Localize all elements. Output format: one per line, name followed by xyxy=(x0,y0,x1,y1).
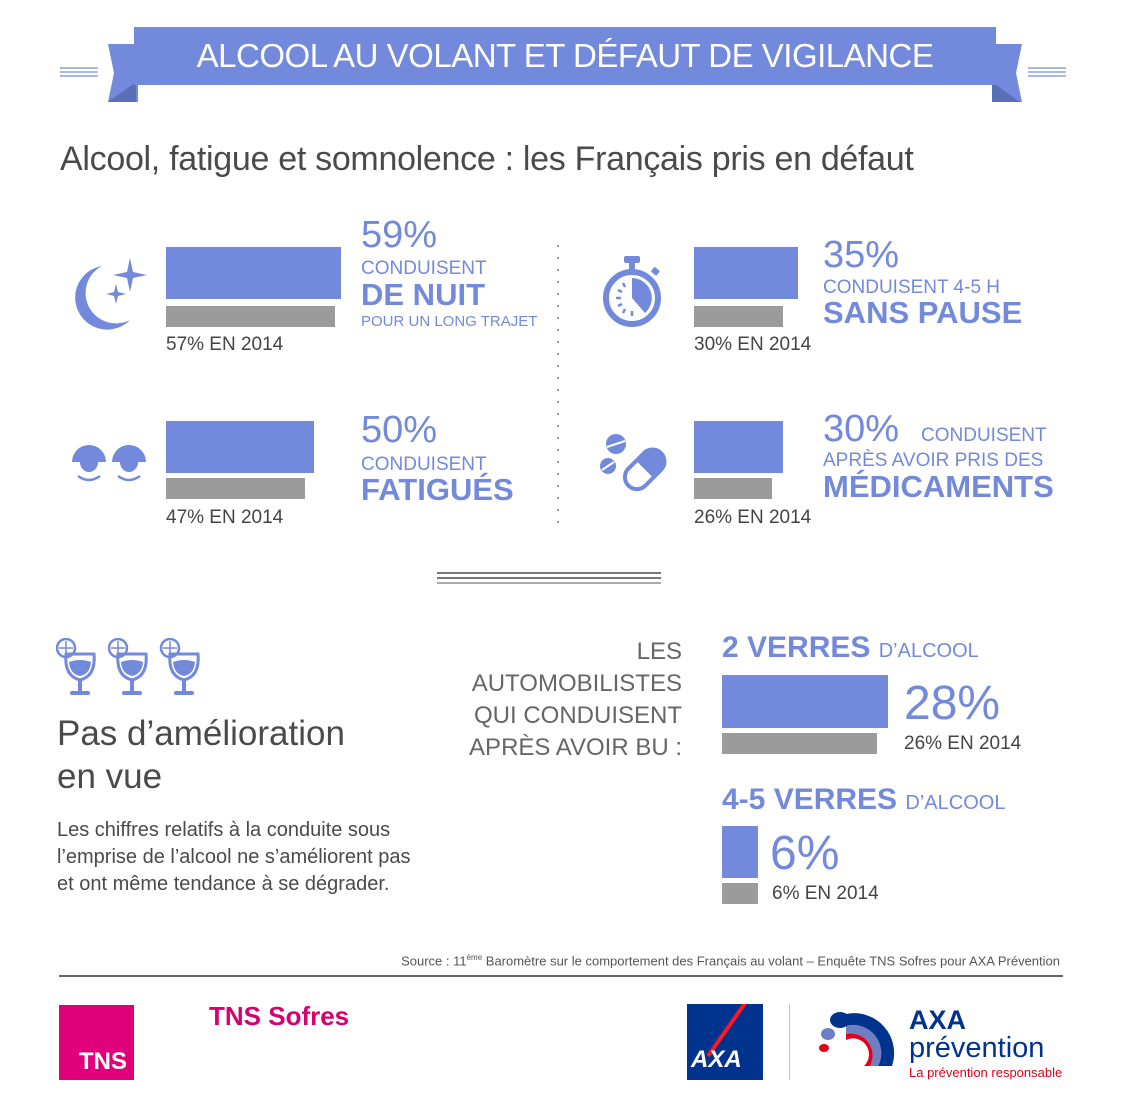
moon-stars-icon xyxy=(70,252,152,330)
stat-label: CONDUISENT 4-5 H xyxy=(823,277,1001,298)
pills-icon xyxy=(598,432,674,498)
stat-label: CONDUISENT xyxy=(921,425,1047,446)
section-body: Les chiffres relatifs à la conduite sous… xyxy=(57,817,411,898)
previous-value: 57% EN 2014 xyxy=(166,334,284,355)
bar-current-four-five-glasses xyxy=(722,826,758,878)
bar-current-medication xyxy=(694,421,783,473)
body-line: l’emprise de l’alcool ne s’améliorent pa… xyxy=(57,846,411,868)
stat-label-bold: DE NUIT xyxy=(361,277,485,312)
bar-current-tired xyxy=(166,421,314,473)
page-subtitle: Alcool, fatigue et somnolence : les Fran… xyxy=(60,140,914,178)
axa-prevention-emblem-icon xyxy=(812,1008,896,1072)
bar-2014-no-pause xyxy=(694,306,783,327)
stat-value: 28% xyxy=(904,677,1001,730)
stat-value: 30% xyxy=(823,408,900,450)
section-title: Pas d’amélioration en vue xyxy=(57,712,345,798)
stat-label-bold: FATIGUÉS xyxy=(361,472,514,507)
previous-value: 26% EN 2014 xyxy=(904,733,1022,754)
stat-label-bold: SANS PAUSE xyxy=(823,295,1023,330)
axa-prevention-tagline: La prévention responsable xyxy=(909,1065,1063,1080)
stat-label-bold: MÉDICAMENTS xyxy=(823,469,1054,504)
decorative-lines-right xyxy=(1028,67,1066,77)
bar-current-two-glasses xyxy=(722,675,888,728)
bar-2014-two-glasses xyxy=(722,733,877,754)
body-line: Les chiffres relatifs à la conduite sous xyxy=(57,819,391,841)
footer-divider xyxy=(59,975,1063,977)
previous-value: 26% EN 2014 xyxy=(694,507,812,528)
stat-value: 6% xyxy=(770,827,840,880)
stat-label: APRÈS AVOIR PRIS DES xyxy=(823,450,1044,471)
stat-value: 59% xyxy=(361,214,438,256)
axa-prevention-title: AXA xyxy=(909,1005,967,1035)
cocktail-glasses-icon xyxy=(55,637,212,700)
source-citation: Source : 11ème Baromètre sur le comporte… xyxy=(401,953,1060,969)
stat-label: CONDUISENT xyxy=(361,258,487,279)
lead-line: AUTOMOBILISTES xyxy=(471,670,682,697)
bar-2014-tired xyxy=(166,478,305,499)
bar-current-no-pause xyxy=(694,247,798,299)
previous-value: 6% EN 2014 xyxy=(772,883,879,904)
stat-value: 50% xyxy=(361,409,438,451)
body-line: et ont même tendance à se dégrader. xyxy=(57,873,390,895)
bar-2014-medication xyxy=(694,478,772,499)
bar-current-night xyxy=(166,247,341,299)
axa-prevention-subtitle: prévention xyxy=(909,1032,1045,1064)
sleepy-eyes-icon xyxy=(70,440,150,486)
logo-separator xyxy=(789,1004,790,1080)
bar-2014-night xyxy=(166,306,335,327)
four-five-glasses-heading: 4-5 VERRES D’ALCOOL xyxy=(722,783,1006,816)
stat-label: CONDUISENT xyxy=(361,454,487,475)
tns-sofres-name: TNS Sofres xyxy=(209,1001,350,1031)
decorative-lines-left xyxy=(60,67,98,77)
section-title-line1: Pas d’amélioration xyxy=(57,714,345,753)
previous-value: 30% EN 2014 xyxy=(694,334,812,355)
tns-logo: TNS xyxy=(59,1005,134,1080)
stat-label-small: POUR UN LONG TRAJET xyxy=(361,313,538,330)
banner-title: ALCOOL AU VOLANT ET DÉFAUT DE VIGILANCE xyxy=(134,27,996,85)
drivers-lead-label: LES AUTOMOBILISTES QUI CONDUISENT APRÈS … xyxy=(440,636,682,764)
lead-line: QUI CONDUISENT xyxy=(473,702,682,729)
section-title-line2: en vue xyxy=(57,757,163,796)
stopwatch-icon xyxy=(602,254,666,330)
lead-line: LES xyxy=(636,638,682,665)
axa-logo: AXA xyxy=(687,1004,763,1080)
stat-value: 35% xyxy=(823,234,900,276)
two-glasses-heading: 2 VERRES D’ALCOOL xyxy=(722,631,979,664)
lead-line: APRÈS AVOIR BU : xyxy=(469,734,682,761)
vertical-dotted-divider xyxy=(557,240,559,530)
previous-value: 47% EN 2014 xyxy=(166,507,284,528)
section-separator xyxy=(437,572,661,584)
bar-2014-four-five-glasses xyxy=(722,883,758,904)
